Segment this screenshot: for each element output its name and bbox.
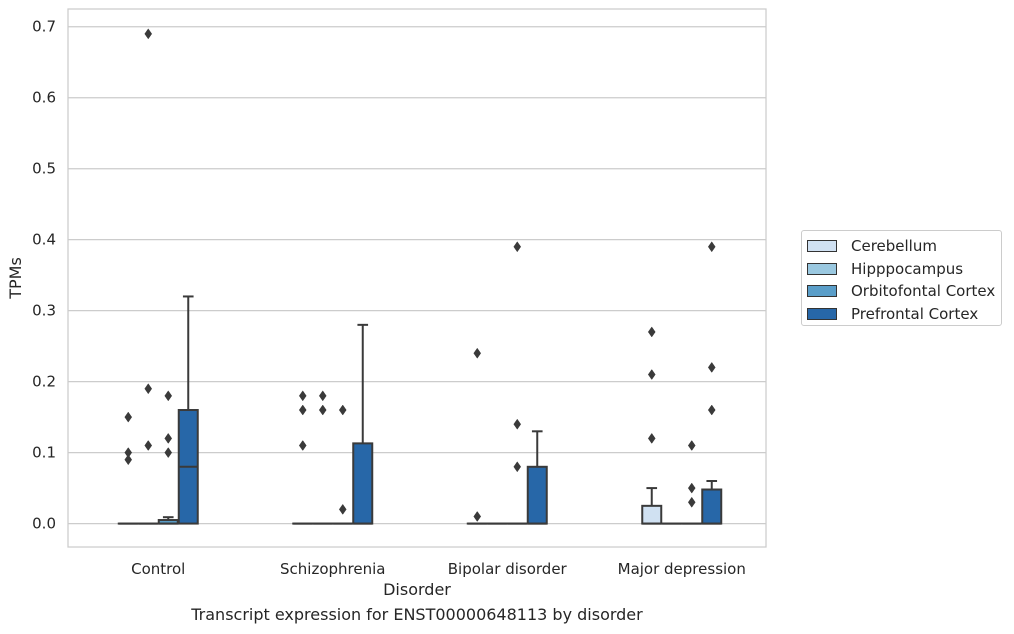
y-axis-label: TPMs xyxy=(6,257,25,300)
x-tick-label: Schizophrenia xyxy=(280,560,385,578)
outlier-point xyxy=(513,418,522,430)
box-group xyxy=(117,411,139,525)
outlier-point xyxy=(707,241,716,253)
legend-swatch xyxy=(807,307,837,320)
outlier-point xyxy=(318,404,327,416)
box-group xyxy=(292,390,314,525)
box-group xyxy=(332,404,354,525)
legend-label: Cerebellum xyxy=(851,237,937,256)
y-tick-label: 0.4 xyxy=(32,231,56,249)
y-tick-label: 0.5 xyxy=(32,160,56,178)
y-tick-label: 0.2 xyxy=(32,373,56,391)
box-group xyxy=(312,390,334,525)
box xyxy=(352,442,374,525)
x-axis-label: Disorder xyxy=(383,580,451,599)
legend-swatch xyxy=(807,262,837,275)
y-tick-label: 0.0 xyxy=(32,515,56,533)
outlier-point xyxy=(473,347,482,359)
outlier-point xyxy=(647,369,656,380)
legend: Cerebellum Hipppocampus Orbitofontal Cor… xyxy=(801,230,1002,326)
y-tick-label: 0.3 xyxy=(32,302,56,320)
x-tick-label: Major depression xyxy=(618,560,746,578)
outlier-point xyxy=(298,404,307,416)
outlier-point xyxy=(164,390,173,402)
legend-item-hippocampus: Hipppocampus xyxy=(807,258,1001,281)
box-group xyxy=(641,326,663,525)
box-group xyxy=(137,28,159,525)
outlier-point xyxy=(144,28,153,40)
x-tick-label: Control xyxy=(131,560,185,578)
legend-label: Hipppocampus xyxy=(851,259,964,278)
box-series xyxy=(117,28,723,525)
y-tick-label: 0.1 xyxy=(32,444,56,462)
outlier-point xyxy=(164,447,173,459)
outlier-point xyxy=(124,454,133,466)
outlier-point xyxy=(164,432,173,444)
outlier-point xyxy=(124,411,133,423)
outlier-point xyxy=(513,461,522,473)
outlier-point xyxy=(647,432,656,444)
plot-area-frame xyxy=(67,8,767,548)
y-tick-label: 0.6 xyxy=(32,89,56,107)
y-tick-label: 0.7 xyxy=(32,18,56,36)
outlier-point xyxy=(338,404,347,416)
outlier-point xyxy=(338,503,347,515)
legend-label: Orbitofontal Cortex xyxy=(851,282,996,301)
outlier-point xyxy=(707,361,716,373)
gridlines xyxy=(68,26,766,525)
legend-item-cerebellum: Cerebellum xyxy=(807,235,1001,258)
y-tick-labels: 0.0 0.1 0.2 0.3 0.4 0.5 0.6 0.7 xyxy=(32,18,56,533)
box-group xyxy=(506,241,528,525)
box xyxy=(526,465,548,525)
x-tick-labels: Control Schizophrenia Bipolar disorder Majo… xyxy=(131,560,746,578)
outlier-point xyxy=(318,390,327,402)
box-group xyxy=(701,241,723,525)
box-group xyxy=(352,323,374,525)
box-group xyxy=(157,390,179,525)
outlier-point xyxy=(298,390,307,402)
box xyxy=(641,504,663,525)
box-group xyxy=(526,430,548,525)
outlier-point xyxy=(513,241,522,253)
outlier-point xyxy=(687,482,696,494)
outlier-point xyxy=(473,511,482,522)
legend-item-prefrontal-cortex: Prefrontal Cortex xyxy=(807,303,1001,326)
legend-swatch xyxy=(807,240,837,253)
outlier-point xyxy=(144,440,153,451)
x-tick-label: Bipolar disorder xyxy=(448,560,568,578)
legend-label: Prefrontal Cortex xyxy=(851,304,979,323)
outlier-point xyxy=(298,440,307,451)
outlier-point xyxy=(647,326,656,338)
box-group xyxy=(466,347,488,525)
outlier-point xyxy=(687,440,696,451)
legend-swatch xyxy=(807,285,837,298)
outlier-point xyxy=(687,496,696,508)
chart-caption: Transcript expression for ENST0000064811… xyxy=(191,605,643,624)
box-group xyxy=(177,295,199,525)
outlier-point xyxy=(707,404,716,416)
outlier-point xyxy=(144,383,153,395)
box xyxy=(701,488,723,525)
legend-item-orbitofrontal-cortex: Orbitofontal Cortex xyxy=(807,280,1001,303)
